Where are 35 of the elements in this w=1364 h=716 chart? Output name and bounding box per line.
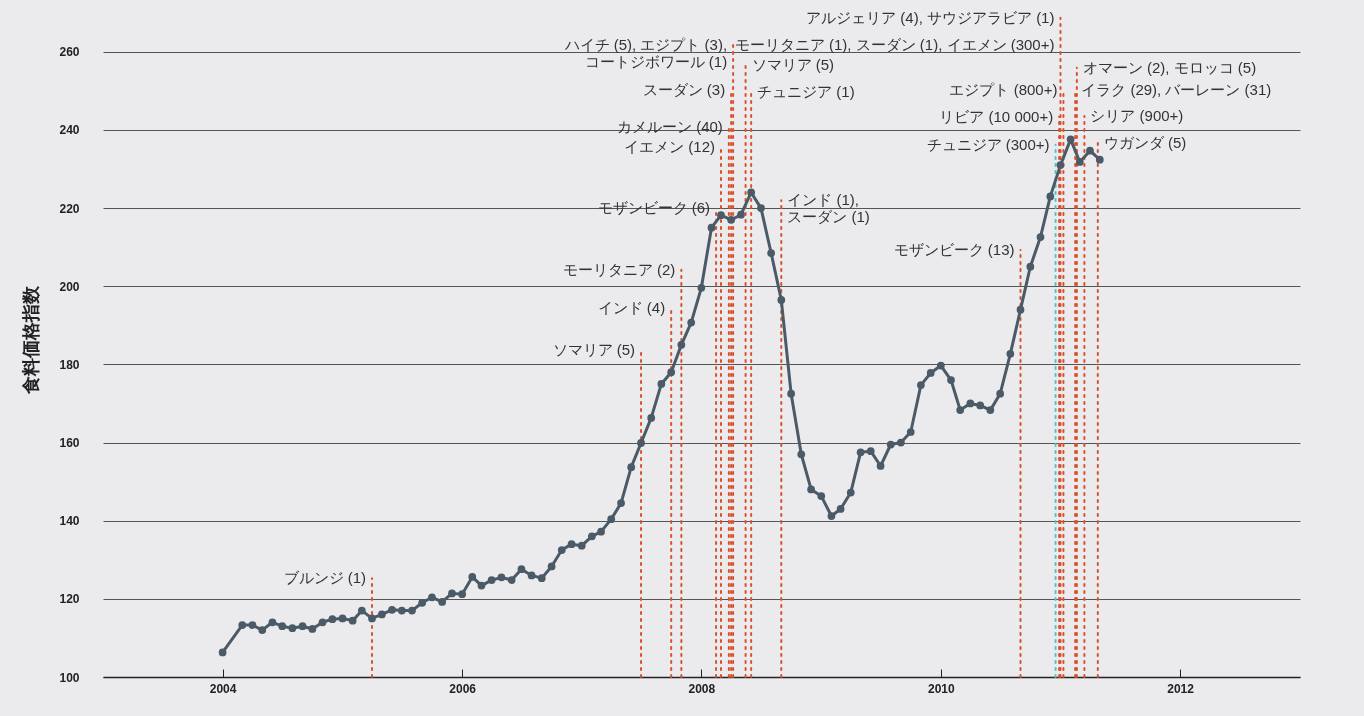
x-tick-label: 2008 [688,681,716,696]
annotation: ハイチ (5), エジプト (3), コートジボワール (1) [563,35,728,70]
y-tick-label: 220 [59,201,80,216]
annotation: チュニジア (300+) [926,135,1050,153]
annotation: シリア (900+) [1090,106,1184,124]
annotation: リビア (10 000+) [939,107,1054,125]
y-tick-label: 100 [59,670,80,685]
annotation: ソマリア (5) [751,55,835,73]
x-tick-label: 2010 [928,681,956,696]
annotation: オマーン (2), モロッコ (5) [1082,58,1257,76]
annotation: ソマリア (5) [552,340,636,358]
y-tick-label: 120 [59,592,80,607]
annotation: インド (1), スーダン (1) [787,191,870,226]
annotation: スーダン (3) [642,80,726,98]
annotation: モザンビーク (13) [893,240,1015,258]
annotation: アルジェリア (4), サウジアラビア (1) [806,8,1055,26]
annotation: エジプト (800+) [949,80,1058,98]
y-tick-label: 180 [59,357,80,372]
y-axis-title: 食料価格指数 [21,284,42,395]
x-tick-label: 2012 [1167,681,1195,696]
y-tick-label: 240 [59,123,80,138]
annotation: モーリタニア (2) [562,260,676,278]
x-tick-label: 2006 [449,681,477,696]
x-tick-label: 2004 [209,681,237,696]
annotation: モーリタニア (1), スーダン (1), イエメン (300+) [734,35,1055,53]
annotation: インド (4) [597,298,666,316]
annotation: ウガンダ (5) [1103,133,1187,151]
y-tick-label: 260 [59,45,80,60]
y-tick-label: 140 [59,514,80,529]
annotation: イエメン (12) [624,137,715,155]
annotation: イラク (29), バーレーン (31) [1081,80,1272,98]
y-tick-label: 160 [59,436,80,451]
annotation: ブルンジ (1) [283,569,367,587]
y-tick-label: 200 [59,279,80,294]
annotation: チュニジア (1) [757,82,855,100]
